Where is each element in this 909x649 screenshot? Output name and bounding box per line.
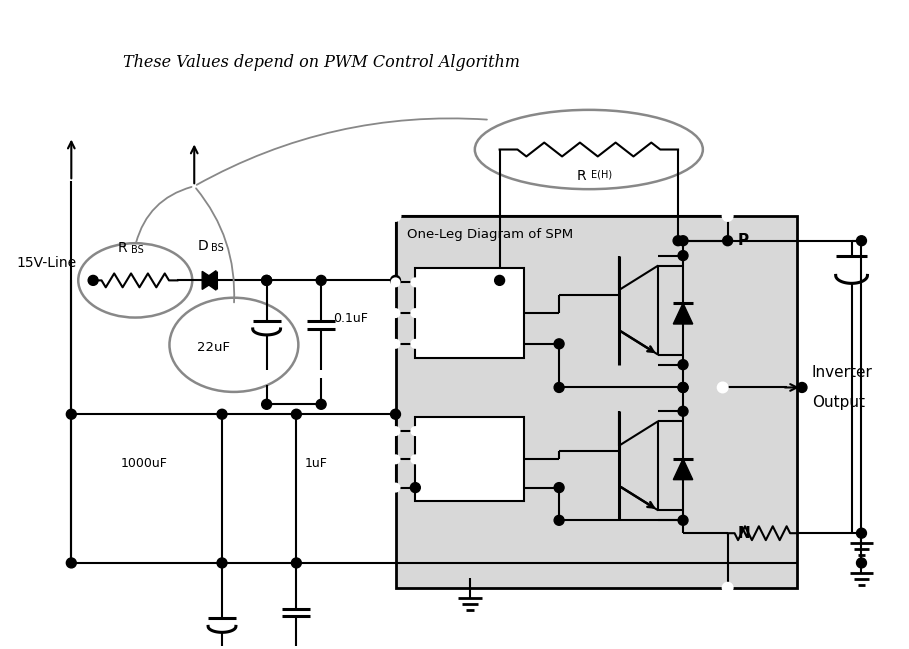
Circle shape: [217, 558, 227, 568]
Circle shape: [723, 211, 733, 221]
FancyBboxPatch shape: [415, 269, 524, 358]
Circle shape: [412, 309, 419, 317]
Circle shape: [88, 275, 98, 286]
Circle shape: [856, 528, 866, 538]
Circle shape: [262, 275, 272, 286]
Text: 0.1uF: 0.1uF: [333, 312, 368, 324]
Circle shape: [673, 236, 683, 246]
Text: BS: BS: [211, 243, 224, 252]
Circle shape: [66, 558, 76, 568]
Circle shape: [410, 483, 420, 493]
Circle shape: [391, 410, 401, 419]
Circle shape: [392, 340, 399, 348]
Circle shape: [316, 399, 326, 410]
Text: One-Leg Diagram of SPM: One-Leg Diagram of SPM: [407, 228, 574, 241]
Circle shape: [554, 382, 564, 393]
Circle shape: [66, 410, 76, 419]
Circle shape: [678, 382, 688, 393]
Circle shape: [391, 275, 401, 286]
Circle shape: [678, 406, 688, 416]
Text: D: D: [197, 239, 208, 252]
Circle shape: [392, 427, 399, 435]
Circle shape: [412, 484, 419, 491]
Circle shape: [392, 309, 399, 317]
Circle shape: [856, 236, 866, 246]
Text: 1000uF: 1000uF: [121, 458, 167, 471]
Text: P: P: [737, 233, 749, 248]
Circle shape: [678, 382, 688, 393]
FancyBboxPatch shape: [395, 216, 797, 588]
Polygon shape: [674, 459, 693, 480]
Polygon shape: [202, 271, 216, 290]
Text: E(H): E(H): [591, 169, 612, 179]
Circle shape: [494, 275, 504, 286]
Polygon shape: [674, 303, 693, 324]
Circle shape: [723, 236, 733, 246]
Circle shape: [392, 456, 399, 463]
Circle shape: [412, 427, 419, 435]
Circle shape: [392, 484, 399, 491]
Circle shape: [316, 275, 326, 286]
Text: 1uF: 1uF: [305, 458, 327, 471]
Circle shape: [262, 399, 272, 410]
Circle shape: [292, 410, 301, 419]
Text: 15V-Line: 15V-Line: [16, 256, 77, 271]
Circle shape: [856, 558, 866, 568]
Circle shape: [678, 360, 688, 370]
Circle shape: [678, 515, 688, 525]
Text: IN: IN: [421, 308, 432, 318]
Circle shape: [392, 278, 399, 286]
Circle shape: [718, 382, 727, 393]
Circle shape: [412, 340, 419, 348]
Text: Vcc: Vcc: [421, 426, 440, 436]
FancyBboxPatch shape: [415, 417, 524, 502]
Circle shape: [678, 251, 688, 260]
Text: V: V: [503, 483, 510, 493]
Text: 22uF: 22uF: [197, 341, 230, 354]
Text: HO: HO: [503, 308, 518, 318]
Text: N: N: [737, 526, 750, 541]
Circle shape: [391, 211, 401, 221]
Circle shape: [554, 483, 564, 493]
Circle shape: [554, 515, 564, 525]
Text: Vcc: Vcc: [421, 277, 440, 288]
Text: VB: VB: [504, 277, 518, 288]
Circle shape: [412, 278, 419, 286]
Text: R: R: [577, 169, 586, 183]
Circle shape: [262, 275, 272, 286]
Text: SL: SL: [511, 491, 520, 500]
Circle shape: [217, 410, 227, 419]
Text: Output: Output: [812, 395, 865, 410]
Text: Inverter: Inverter: [812, 365, 873, 380]
Circle shape: [678, 236, 688, 246]
Text: R: R: [117, 241, 127, 254]
Text: OUT: OUT: [496, 454, 518, 464]
Polygon shape: [202, 271, 216, 289]
Text: COM: COM: [421, 483, 445, 493]
Circle shape: [412, 456, 419, 463]
Circle shape: [797, 382, 807, 393]
Text: BS: BS: [131, 245, 144, 254]
Text: VS: VS: [504, 339, 518, 349]
Text: IN: IN: [421, 454, 432, 464]
Circle shape: [554, 339, 564, 349]
Text: These Values depend on PWM Control Algorithm: These Values depend on PWM Control Algor…: [123, 55, 520, 71]
Text: COM: COM: [421, 339, 445, 349]
Circle shape: [292, 558, 301, 568]
Circle shape: [723, 583, 733, 593]
